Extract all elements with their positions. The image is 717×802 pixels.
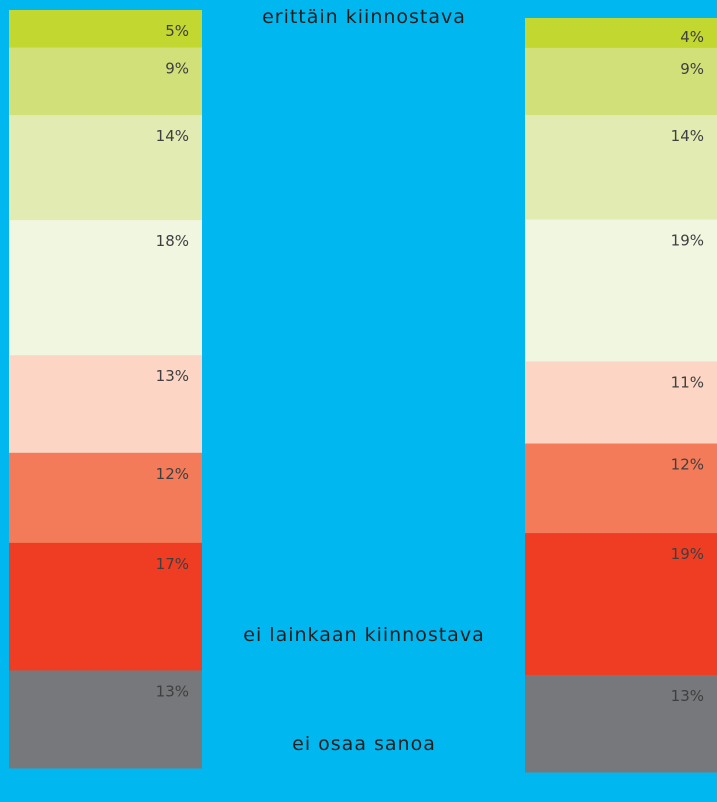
bar-2-segment-1 bbox=[525, 18, 717, 49]
bar-2-value-label-1: 4% bbox=[680, 28, 704, 46]
bar-1-value-label-2: 9% bbox=[165, 60, 189, 78]
bar-2-value-label-2: 9% bbox=[680, 60, 704, 78]
bar-1-segment-6 bbox=[9, 452, 202, 544]
bar-2-value-label-4: 19% bbox=[671, 232, 704, 250]
bar-2-value-label-7: 19% bbox=[671, 545, 704, 563]
bar-1-value-label-4: 18% bbox=[156, 232, 189, 250]
bar-2-segment-4 bbox=[525, 219, 717, 362]
scale-label-middle: ei lainkaan kiinnostava bbox=[243, 624, 485, 646]
bar-1-segment-8 bbox=[9, 670, 202, 769]
bar-1-value-label-5: 13% bbox=[156, 367, 189, 385]
bar-1-segment-3 bbox=[9, 115, 202, 221]
bar-2-segment-3 bbox=[525, 115, 717, 221]
scale-label-top: erittäin kiinnostava bbox=[262, 6, 466, 28]
bar-1-value-label-6: 12% bbox=[156, 465, 189, 483]
bar-1-segment-2 bbox=[9, 47, 202, 116]
bar-2-value-label-3: 14% bbox=[671, 127, 704, 145]
bar-2-value-label-5: 11% bbox=[671, 373, 704, 391]
bar-2-segment-6 bbox=[525, 443, 717, 534]
bar-2-segment-7 bbox=[525, 533, 717, 676]
bar-1-value-label-7: 17% bbox=[156, 555, 189, 573]
bar-1-segment-1 bbox=[9, 10, 202, 49]
bar-1-value-label-8: 13% bbox=[156, 682, 189, 700]
bar-1-value-label-1: 5% bbox=[165, 22, 189, 40]
bar-1-segment-5 bbox=[9, 355, 202, 454]
bar-2-segment-5 bbox=[525, 361, 717, 445]
bar-2-value-label-6: 12% bbox=[671, 456, 704, 474]
bar-2-value-label-8: 13% bbox=[671, 687, 704, 705]
bar-2-segment-2 bbox=[525, 47, 717, 116]
bar-1-segment-7 bbox=[9, 542, 202, 671]
bar-2-segment-8 bbox=[525, 674, 717, 773]
bar-1-segment-4 bbox=[9, 220, 202, 356]
scale-label-bottom: ei osaa sanoa bbox=[292, 733, 436, 755]
bar-1-value-label-3: 14% bbox=[156, 127, 189, 145]
